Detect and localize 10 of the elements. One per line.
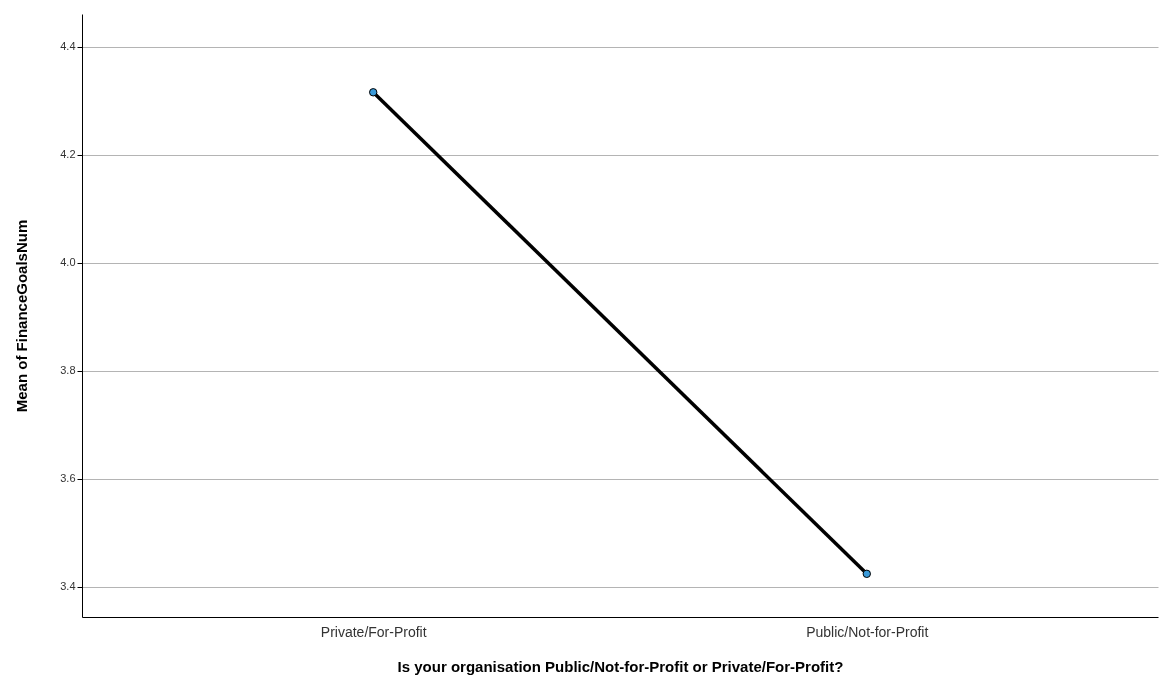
y-tick-label: 4.0	[60, 256, 76, 269]
y-tick-label: 3.8	[60, 364, 76, 377]
x-tick-label: Public/Not-for-Profit	[806, 623, 929, 640]
y-tick-label: 4.4	[60, 40, 76, 53]
y-axis-title: Mean of FinanceGoalsNum	[13, 219, 31, 413]
y-tick-label: 3.6	[60, 472, 76, 485]
y-tick-label: 3.4	[60, 580, 76, 593]
y-tick-label: 4.2	[60, 148, 76, 161]
x-tick-label: Private/For-Profit	[320, 623, 427, 640]
x-axis-title: Is your organisation Public/Not-for-Profit or Private/For-Profit?	[397, 657, 844, 675]
